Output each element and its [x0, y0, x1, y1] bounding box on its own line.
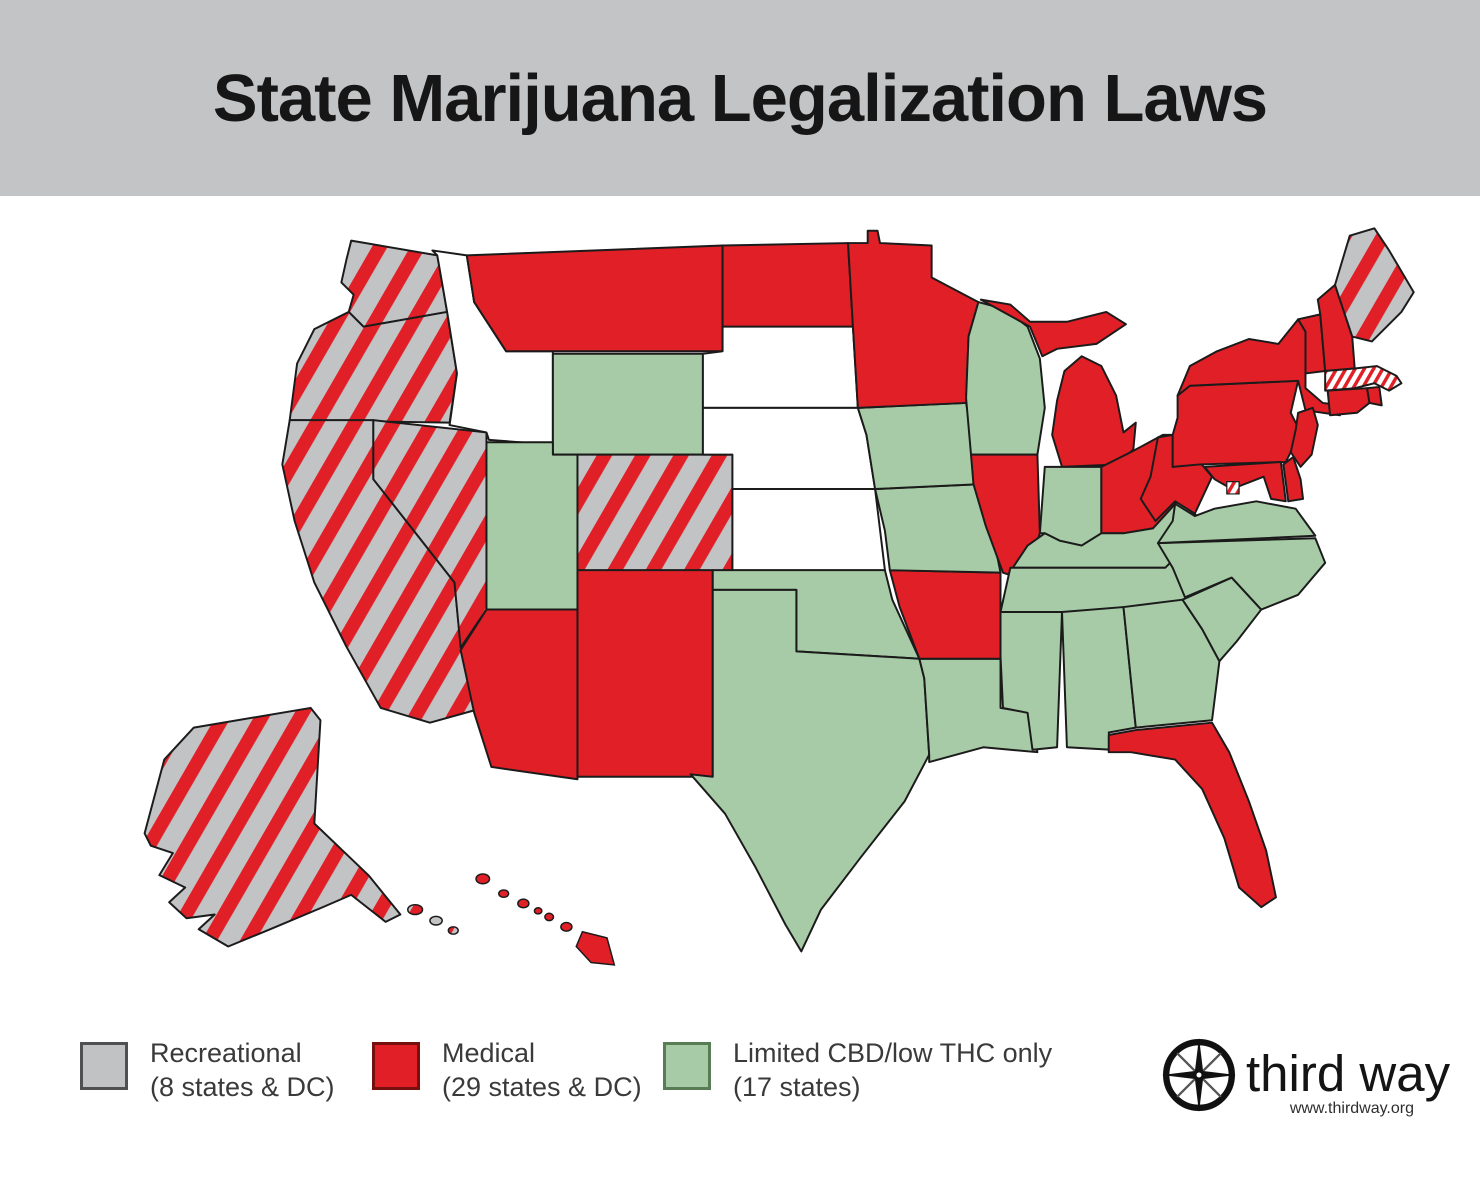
logo-wordmark: third way — [1246, 1045, 1451, 1102]
third-way-logo: third way www.thirdway.org — [1158, 1030, 1450, 1122]
state-ak — [143, 706, 402, 948]
legend-item-cbd: Limited CBD/low THC only (17 states) — [663, 1036, 1052, 1104]
state-tx — [689, 588, 931, 953]
state-mi — [979, 298, 1137, 468]
state-vt — [1297, 313, 1327, 375]
legend-count: (17 states) — [733, 1072, 861, 1102]
state-co — [576, 453, 734, 572]
legend-label: Medical — [442, 1038, 536, 1068]
legend-label: Limited CBD/low THC only — [733, 1038, 1053, 1068]
state-de — [1282, 456, 1305, 503]
state-ks — [731, 488, 886, 572]
state-ma — [1324, 365, 1403, 392]
recreational-swatch — [80, 1042, 128, 1090]
title-banner: State Marijuana Legalization Laws — [0, 0, 1480, 196]
state-nm — [576, 569, 714, 778]
state-nj — [1289, 406, 1319, 468]
state-nd — [721, 242, 854, 328]
state-pa — [1171, 379, 1302, 468]
state-dc — [1226, 481, 1240, 495]
us-map — [120, 218, 1442, 1006]
state-me — [1334, 227, 1415, 343]
state-ms — [999, 611, 1063, 751]
logo-url: www.thirdway.org — [1289, 1100, 1414, 1117]
state-or — [288, 310, 458, 424]
cbd-swatch — [663, 1042, 711, 1090]
state-ia — [856, 401, 982, 491]
us-map-svg — [143, 227, 1415, 966]
state-md — [1203, 460, 1287, 503]
state-hi — [475, 873, 616, 966]
legend-count: (8 states & DC) — [150, 1072, 335, 1102]
state-wy — [551, 352, 704, 456]
legend-count: (29 states & DC) — [442, 1072, 642, 1102]
states-group — [143, 227, 1415, 966]
legend-item-medical: Medical (29 states & DC) — [372, 1036, 642, 1104]
legend: Recreational (8 states & DC) Medical (29… — [0, 1036, 1480, 1116]
state-mt — [465, 244, 724, 353]
state-mn — [847, 229, 980, 409]
state-ct — [1326, 387, 1371, 417]
state-fl — [1107, 721, 1277, 909]
state-in — [1038, 465, 1103, 547]
state-sd — [701, 325, 859, 409]
legend-label: Recreational — [150, 1038, 302, 1068]
state-ut — [485, 441, 579, 611]
state-az — [459, 608, 579, 781]
alaska-islands — [407, 903, 459, 935]
state-la — [918, 657, 1039, 764]
state-va — [1156, 500, 1317, 545]
page-title: State Marijuana Legalization Laws — [212, 60, 1268, 136]
medical-swatch — [372, 1042, 420, 1090]
legend-item-recreational: Recreational (8 states & DC) — [80, 1036, 335, 1104]
compass-icon — [1161, 1037, 1237, 1113]
state-nc — [1156, 537, 1327, 611]
state-ny — [1176, 318, 1344, 417]
